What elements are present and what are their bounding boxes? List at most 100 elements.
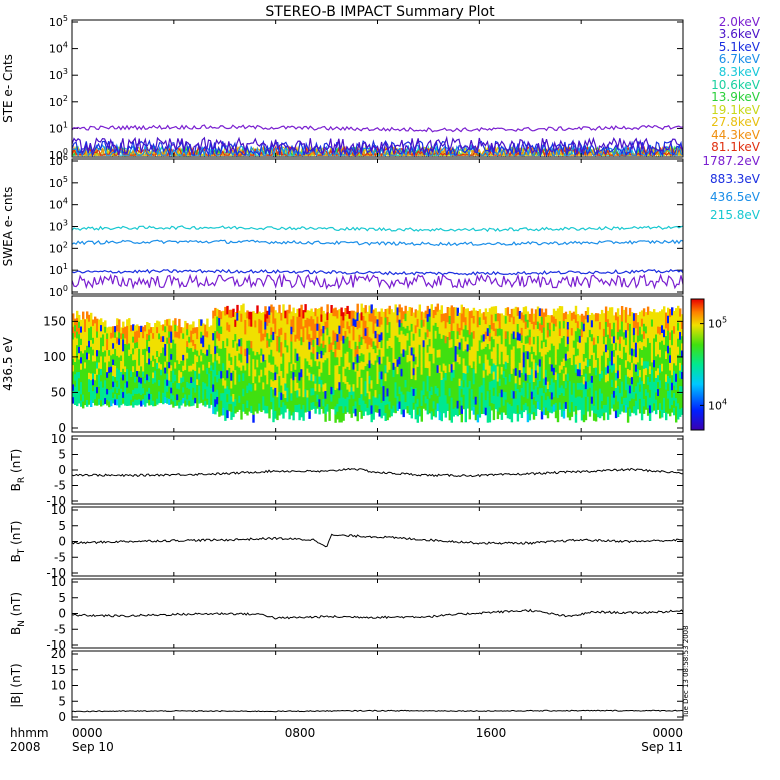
heatmap-cell [302, 333, 305, 343]
heatmap-cell [260, 404, 263, 412]
heatmap-cell [598, 388, 602, 396]
heatmap-cell [84, 374, 87, 381]
heatmap-cell [86, 392, 89, 400]
heatmap-cell [418, 407, 421, 417]
heatmap-cell [374, 330, 377, 339]
heatmap-cell [140, 371, 143, 378]
heatmap-cell [78, 359, 81, 366]
heatmap-cell [681, 314, 684, 322]
heatmap-cell [320, 357, 323, 366]
heatmap-cell [602, 396, 606, 405]
heatmap-cell [86, 379, 89, 387]
heatmap-cell [510, 389, 514, 399]
heatmap-cell [268, 306, 271, 315]
heatmap-cell [510, 405, 514, 415]
heatmap-cell [584, 334, 588, 343]
heatmap-cell [216, 316, 219, 324]
heatmap-cell [180, 327, 183, 334]
heatmap-cell [248, 311, 251, 320]
heatmap-cell [398, 378, 401, 387]
heatmap-cell [288, 369, 291, 379]
heatmap-cell [204, 348, 207, 355]
heatmap-cell [218, 340, 221, 349]
heatmap-cell [456, 354, 459, 363]
heatmap-cell [558, 342, 562, 351]
heatmap-cell [502, 377, 506, 385]
heatmap-cell [348, 376, 351, 385]
heatmap-cell [302, 357, 305, 366]
heatmap-cell [663, 329, 666, 338]
heatmap-cell [264, 382, 267, 391]
heatmap-cell [426, 390, 429, 399]
heatmap-cell [416, 318, 419, 327]
heatmap-cell [346, 366, 349, 375]
colorbar [690, 298, 705, 431]
heatmap-cell [136, 399, 139, 406]
heatmap-cell [276, 335, 279, 344]
heatmap-cell [366, 400, 369, 408]
heatmap-cell [340, 315, 343, 325]
heatmap-cell [76, 351, 79, 359]
heatmap-cell [298, 411, 301, 421]
heatmap-cell [322, 405, 325, 414]
heatmap-cell [606, 396, 610, 405]
heatmap-cell [358, 313, 361, 321]
heatmap-cell [158, 379, 161, 386]
heatmap-cell [284, 368, 287, 377]
heatmap-cell [72, 326, 75, 334]
heatmap-cell [460, 396, 463, 406]
heatmap-cell [452, 400, 455, 409]
heatmap-cell [434, 330, 437, 339]
heatmap-cell [444, 313, 447, 321]
heatmap-cell [586, 373, 590, 382]
heatmap-cell [669, 331, 672, 340]
heatmap-cell [278, 407, 281, 416]
heatmap-cell [238, 374, 241, 382]
heatmap-cell [300, 376, 303, 386]
heatmap-cell [256, 336, 259, 345]
heatmap-cell [512, 390, 516, 399]
heatmap-cell [178, 325, 181, 333]
heatmap-cell [114, 393, 117, 400]
heatmap-cell [604, 374, 608, 383]
heatmap-cell [110, 394, 113, 401]
heatmap-cell [256, 343, 259, 352]
heatmap-cell [174, 330, 177, 338]
heatmap-cell [492, 411, 496, 421]
heatmap-cell [671, 337, 674, 346]
heatmap-cell [486, 335, 490, 344]
heatmap-cell [272, 388, 275, 398]
heatmap-cell [486, 343, 490, 352]
y-tick-label: 105 [49, 14, 68, 29]
heatmap-cell [540, 316, 544, 325]
heatmap-cell [266, 391, 269, 399]
heatmap-cell [452, 408, 455, 417]
heatmap-cell [436, 303, 439, 312]
heatmap-cell [80, 332, 83, 339]
heatmap-cell [126, 350, 129, 357]
heatmap-cell [386, 403, 389, 413]
heatmap-cell [556, 348, 560, 358]
heatmap-cell [134, 365, 137, 372]
heatmap-cell [146, 379, 149, 386]
heatmap-cell [248, 340, 251, 348]
heatmap-cell [376, 390, 379, 399]
heatmap-cell [92, 355, 95, 362]
heatmap-cell [238, 402, 241, 410]
heatmap-cell [659, 372, 662, 381]
heatmap-cell [558, 335, 562, 344]
heatmap-cell [170, 387, 173, 394]
heatmap-cell [604, 321, 608, 330]
heatmap-cell [484, 354, 488, 363]
heatmap-cell [154, 382, 157, 389]
heatmap-cell [602, 404, 606, 413]
heatmap-cell [594, 344, 598, 353]
heatmap-cell [679, 393, 682, 402]
heatmap-cell [582, 383, 586, 392]
heatmap-cell [650, 318, 654, 327]
heatmap-cell [650, 354, 654, 363]
heatmap-cell [98, 337, 101, 345]
heatmap-cell [636, 395, 640, 403]
